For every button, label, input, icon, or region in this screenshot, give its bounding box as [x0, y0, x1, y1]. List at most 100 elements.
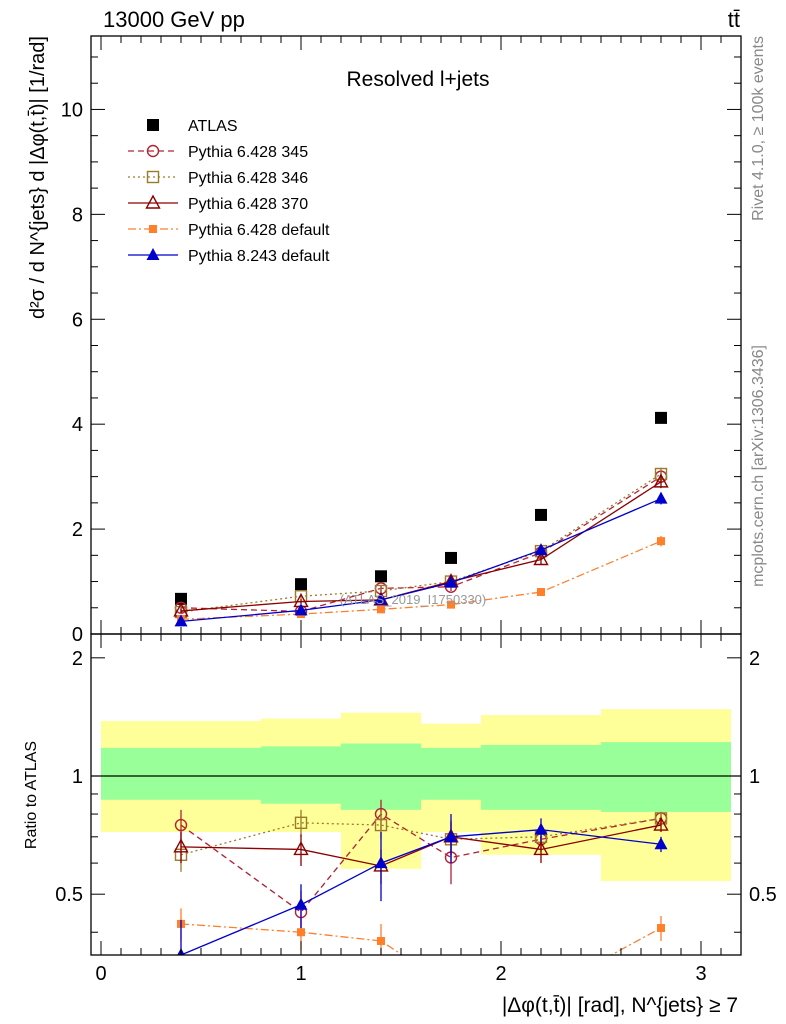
main-point — [447, 600, 455, 609]
legend-item: ATLAS — [147, 118, 238, 135]
main-point — [537, 588, 545, 597]
legend-item: Pythia 8.243 default — [128, 248, 330, 265]
legend-marker — [146, 248, 160, 260]
ratio-point — [294, 816, 308, 829]
main-point — [175, 592, 187, 605]
main-y-tick-label: 2 — [72, 519, 83, 541]
main-point — [654, 491, 668, 504]
plot-title: Resolved l+jets — [347, 68, 490, 91]
ratio-plot-panel: 0.5 0.5 1 1 2 2 0 1 2 3 Ratio to ATLAS |Δφ(t,t̄)|… — [23, 633, 777, 1017]
legend-item: Pythia 6.428 346 — [128, 170, 308, 187]
ratio-point — [444, 829, 458, 842]
legend-marker — [146, 170, 160, 184]
ratio-y-tick-label: 0.5 — [55, 884, 83, 906]
ratio-line — [180, 824, 662, 867]
rivet-version: Rivet 4.1.0, ≥ 100k events — [750, 36, 767, 221]
main-y-tick-label: 4 — [72, 414, 83, 436]
main-y-tick-label: 10 — [61, 99, 83, 121]
legend-label: Pythia 6.428 345 — [188, 144, 308, 161]
main-point — [534, 543, 548, 556]
main-point — [445, 551, 457, 564]
ratio-y-tick-label-right: 0.5 — [749, 884, 777, 906]
main-point — [653, 473, 669, 488]
ratio-band-green — [481, 744, 601, 810]
main-series-atlas — [175, 411, 667, 605]
ratio-point — [534, 822, 548, 835]
main-point — [535, 508, 547, 521]
main-point — [375, 570, 387, 583]
legend-item: Pythia 6.428 370 — [128, 194, 308, 213]
ratio-band-green — [261, 746, 341, 804]
legend-label: ATLAS — [188, 118, 238, 135]
main-point — [295, 578, 307, 591]
ratio-plot-frame — [90, 633, 742, 956]
ratio-y-tick-label-right: 1 — [749, 766, 760, 788]
legend: ATLAS Pythia 6.428 345 Pythia 6.428 346 Pyt… — [128, 118, 330, 265]
ratio-series-pythia-8-243-default — [177, 814, 668, 955]
x-tick-label: 1 — [295, 963, 306, 985]
ratio-point — [533, 840, 549, 856]
ratio-point — [174, 818, 188, 832]
main-line — [180, 498, 662, 623]
ratio-band-green — [341, 743, 421, 810]
ratio-y-tick-label: 1 — [72, 766, 83, 788]
main-line — [180, 476, 662, 613]
x-tick-label: 3 — [695, 963, 706, 985]
x-tick-label: 2 — [495, 963, 506, 985]
ratio-point — [293, 840, 309, 856]
ratio-y-tick-label: 2 — [72, 648, 83, 670]
ratio-band-green — [601, 742, 731, 812]
ratio-line — [180, 923, 662, 955]
ratio-band-green — [421, 747, 481, 800]
ratio-point — [377, 936, 385, 945]
ratio-point — [657, 924, 665, 933]
header-process: 13000 GeV pp — [103, 7, 245, 32]
header-final-state: tt̄ — [728, 7, 740, 32]
ratio-point — [297, 928, 305, 937]
main-point — [377, 605, 385, 614]
main-point — [294, 603, 308, 616]
legend-marker — [146, 144, 160, 158]
ratio-point — [653, 816, 669, 831]
main-plot-panel: 0 2 4 6 8 10 Resolved l+jets (ATLAS_2019_I175… — [27, 35, 742, 646]
ratio-band-green — [101, 747, 261, 800]
legend-item: Pythia 6.428 345 — [128, 144, 308, 161]
main-y-axis-label: d²σ / d N^{jets} d |Δφ(t,t̄)| [1/rad] — [27, 36, 49, 319]
legend-label: Pythia 6.428 346 — [188, 170, 308, 187]
main-point — [444, 575, 458, 588]
mcplots-credit: mcplots.cern.ch [arXiv:1306.3436] — [750, 345, 767, 587]
legend-marker — [149, 225, 157, 233]
legend-marker — [147, 119, 159, 131]
ratio-y-axis-label: Ratio to ATLAS — [23, 741, 40, 849]
main-y-tick-label: 0 — [72, 624, 83, 646]
ratio-line — [180, 829, 662, 955]
legend-label: Pythia 6.428 370 — [188, 196, 308, 213]
legend-label: Pythia 8.243 default — [188, 248, 330, 265]
ratio-point — [294, 897, 308, 910]
ratio-point — [654, 837, 668, 850]
x-axis-label: |Δφ(t,t̄)| [rad], N^{jets} ≥ 7 — [502, 994, 738, 1017]
main-y-tick-label: 6 — [72, 309, 83, 331]
main-point — [174, 614, 188, 627]
ratio-line — [180, 817, 662, 856]
ratio-point — [173, 838, 189, 853]
ratio-point — [447, 983, 455, 991]
main-point — [533, 551, 549, 566]
ratio-point — [374, 856, 388, 869]
main-y-tick-label: 8 — [72, 204, 83, 226]
x-tick-label: 0 — [95, 963, 106, 985]
legend-marker — [145, 194, 161, 209]
ratio-line — [180, 813, 662, 914]
ratio-point — [374, 818, 388, 832]
main-series-pythia-6-428-default — [177, 535, 665, 624]
experiment-watermark: (ATLAS_2019_I1750330) — [340, 592, 486, 607]
main-point — [657, 537, 665, 546]
ratio-y-tick-label-right: 2 — [749, 648, 760, 670]
ratio-uncertainty-bands — [101, 709, 731, 882]
main-line — [180, 473, 662, 613]
main-point — [655, 411, 667, 424]
main-line — [180, 540, 662, 620]
legend-label: Pythia 6.428 default — [188, 222, 330, 239]
main-point — [374, 592, 388, 605]
